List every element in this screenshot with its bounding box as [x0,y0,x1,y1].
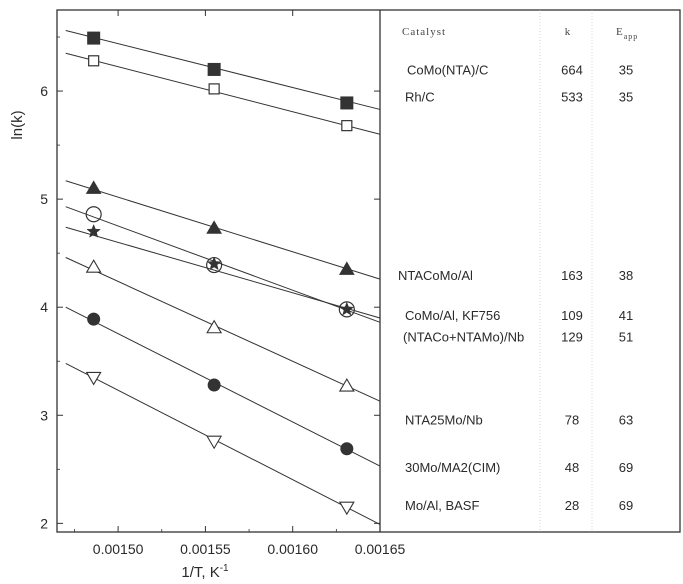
data-point-square-open [88,55,100,67]
data-point-square-filled [207,62,221,76]
point-triangle-open [85,259,102,273]
table-cell-e: 35 [619,62,633,77]
data-point-square-open [208,83,220,95]
y-tick-label: 5 [40,191,48,207]
x-tick-label: 0.00165 [355,541,406,557]
point-square-open [208,83,220,95]
fit-line-circle-filled [65,306,381,467]
table-cell-catalyst: Mo/Al, BASF [405,498,479,513]
point-triangle-down-open [206,435,223,450]
point-square-open [341,120,353,132]
table-cell-catalyst: CoMo(NTA)/C [407,62,488,77]
outer-frame [56,9,681,533]
point-triangle-down-open [85,371,102,386]
data-point-circle-open [85,206,102,223]
fit-line-triangle-open [65,257,381,402]
point-triangle-filled [206,220,223,234]
point-circle-filled [207,378,221,392]
data-point-star [86,223,101,238]
fit-line-triangle-filled [65,180,381,280]
table-cell-k: 78 [565,413,579,428]
table-header-e-sub: app [624,32,639,41]
table-header-e: Eapp [616,26,638,41]
data-point-triangle-open [206,319,223,334]
table-cell-e: 38 [619,268,633,283]
table-cell-catalyst: CoMo/Al, KF756 [405,308,500,323]
table-cell-k: 664 [561,62,583,77]
data-point-triangle-open [85,259,102,273]
point-circle-open [85,206,102,223]
table-cell-catalyst: 30Mo/MA2(CIM) [405,460,500,475]
x-tick-label: 0.00160 [267,541,318,557]
data-point-triangle-open [338,378,355,392]
point-square-open [88,55,100,67]
table-cell-e: 69 [619,460,633,475]
data-point-triangle-filled [206,220,223,234]
data-point-circle-filled [340,442,354,456]
x-tick-label: 0.00150 [93,541,144,557]
table-header-k: k [565,26,572,38]
table-header-catalyst: Catalyst [402,26,446,38]
point-star [206,256,222,271]
table-cell-e: 69 [619,498,633,513]
y-tick-label: 3 [40,407,48,423]
data-point-star [206,256,222,271]
data-point-square-filled [340,96,354,110]
table-cell-k: 109 [561,308,583,323]
data-point-triangle-filled [338,261,355,275]
point-square-filled [87,31,101,45]
plot-area: 2 3 4 5 6 0.00150 0.00155 0.00160 0.00165 [40,9,681,557]
catalyst-table: Catalyst k Eapp CoMo(NTA)/C 664 35 Rh/C 533 35 NT… [398,10,638,532]
point-triangle-filled [338,261,355,275]
table-cell-catalyst: (NTACo+NTAMo)/Nb [403,329,524,344]
fit-line-triangle-down-open [65,362,381,525]
x-axis-title-exponent: -1 [220,563,229,574]
data-point-triangle-filled [85,180,102,194]
fit-line-star [65,226,381,319]
table-cell-e: 51 [619,329,633,344]
point-triangle-down-open [338,501,355,516]
table-cell-e: 35 [619,89,633,104]
data-point-square-filled [87,31,101,45]
point-star [339,301,355,316]
y-tick-label: 2 [40,515,48,531]
y-axis-title: ln(k) [9,110,26,139]
point-triangle-open [338,378,355,392]
data-point-triangle-down-open [206,435,223,450]
point-square-filled [207,62,221,76]
x-axis-title-text: 1/T, K [181,564,219,581]
table-cell-catalyst: NTA25Mo/Nb [405,413,483,428]
table-cell-catalyst: Rh/C [405,89,435,104]
x-tick-label: 0.00155 [180,541,231,557]
table-cell-k: 129 [561,329,583,344]
point-triangle-filled [85,180,102,194]
fit-lines [65,30,381,525]
table-cell-catalyst: NTACoMo/Al [398,268,473,283]
y-tick-label: 4 [40,299,48,315]
table-cell-e: 63 [619,413,633,428]
table-cell-e: 41 [619,308,633,323]
fit-line-square-filled [65,30,381,110]
table-cell-k: 533 [561,89,583,104]
table-cell-k: 28 [565,498,579,513]
x-axis-title: 1/T, K-1 [181,563,229,581]
data-point-square-open [341,120,353,132]
point-square-filled [340,96,354,110]
point-circle-filled [340,442,354,456]
data-point-circle-filled [207,378,221,392]
point-circle-filled [87,312,101,326]
table-cell-k: 48 [565,460,579,475]
table-cell-k: 163 [561,268,583,283]
fit-line-square-open [65,52,381,135]
y-tick-label: 6 [40,83,48,99]
data-point-star [339,301,355,316]
data-point-triangle-down-open [85,371,102,386]
data-point-circle-filled [87,312,101,326]
data-point-triangle-down-open [338,501,355,516]
point-triangle-open [206,319,223,334]
point-star [86,223,101,238]
